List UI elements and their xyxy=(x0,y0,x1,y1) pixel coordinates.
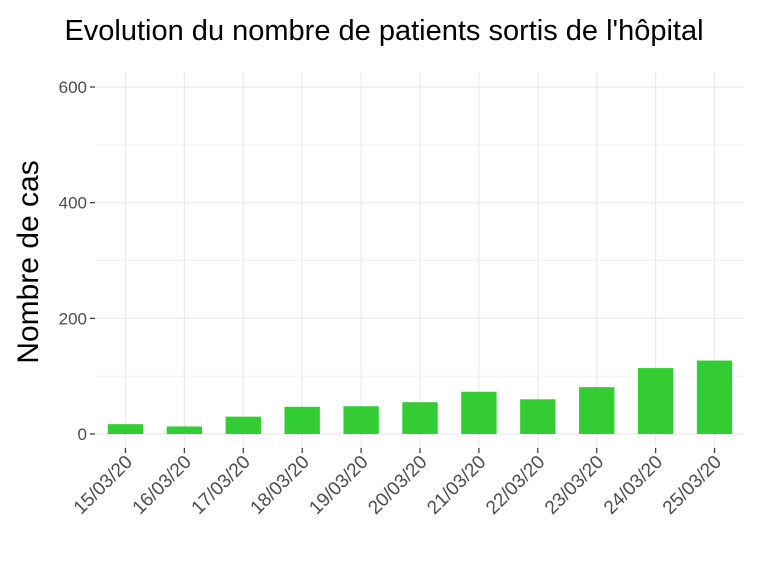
bar-20/03/20 xyxy=(402,402,438,434)
bar-19/03/20 xyxy=(343,406,379,434)
bar-21/03/20 xyxy=(461,391,497,434)
bar-22/03/20 xyxy=(520,399,556,434)
x-tick-label: 24/03/20 xyxy=(600,452,667,519)
y-tick-label: 0 xyxy=(78,425,87,444)
bar-24/03/20 xyxy=(637,368,674,434)
bar-16/03/20 xyxy=(166,426,203,434)
x-tick-label: 25/03/20 xyxy=(659,452,726,519)
y-tick-label: 400 xyxy=(59,194,87,213)
x-tick-label: 18/03/20 xyxy=(247,452,314,519)
chart-title: Evolution du nombre de patients sortis d… xyxy=(64,15,703,47)
bars xyxy=(107,360,733,434)
x-tick-label: 19/03/20 xyxy=(305,452,372,519)
bar-25/03/20 xyxy=(696,360,733,434)
y-tick-label: 600 xyxy=(59,78,87,97)
y-axis-label: Nombre de cas xyxy=(12,160,45,363)
x-axis: 15/03/2016/03/2017/03/2018/03/2019/03/20… xyxy=(70,448,726,519)
x-tick-label: 15/03/20 xyxy=(70,452,137,519)
gridlines xyxy=(96,72,744,447)
y-axis: 0 200 400 600 xyxy=(59,78,95,444)
bar-18/03/20 xyxy=(284,406,320,434)
x-tick-label: 22/03/20 xyxy=(482,452,549,519)
bar-17/03/20 xyxy=(225,416,261,434)
x-tick-label: 20/03/20 xyxy=(364,452,431,519)
bar-15/03/20 xyxy=(107,424,144,434)
bar-23/03/20 xyxy=(579,387,615,434)
x-tick-label: 21/03/20 xyxy=(423,452,490,519)
x-tick-label: 17/03/20 xyxy=(188,452,255,519)
x-tick-label: 16/03/20 xyxy=(129,452,196,519)
x-tick-label: 23/03/20 xyxy=(541,452,608,519)
y-tick-label: 200 xyxy=(59,309,87,328)
